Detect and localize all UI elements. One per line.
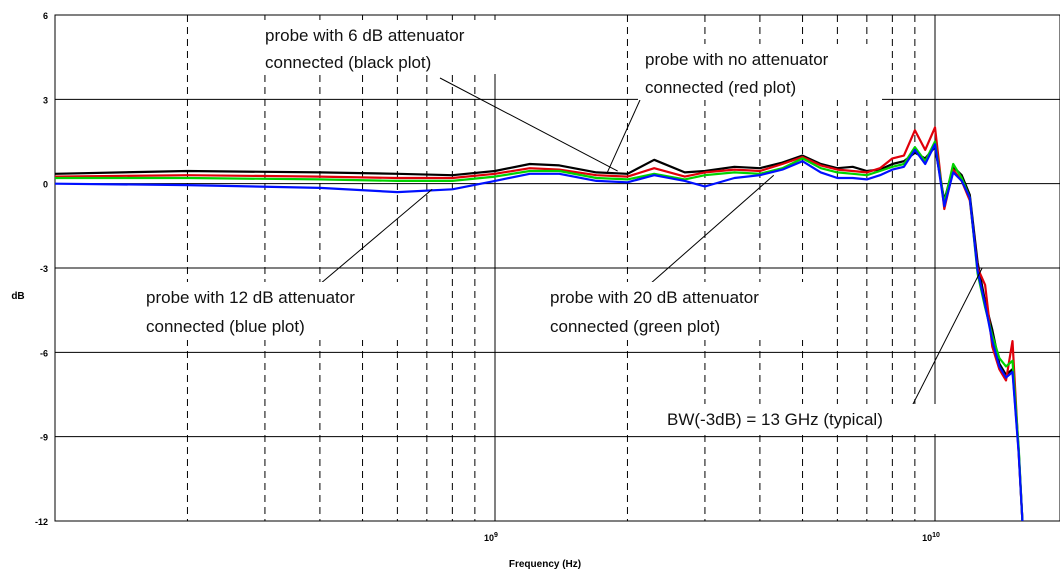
plot-frame bbox=[54, 14, 1060, 522]
major-gridlines bbox=[55, 15, 1060, 521]
annotation-blue-plot: probe with 12 dB attenuator connected (b… bbox=[140, 282, 416, 340]
annotation-green-line2: connected (green plot) bbox=[550, 317, 720, 336]
annotation-bandwidth: BW(-3dB) = 13 GHz (typical) bbox=[661, 404, 965, 434]
leader-line-1 bbox=[606, 99, 641, 173]
annotation-red-plot: probe with no attenuator connected (red … bbox=[638, 44, 882, 100]
y-axis-label: dB bbox=[11, 291, 24, 302]
y-tick-label: -9 bbox=[40, 433, 48, 443]
y-tick-label: -3 bbox=[40, 264, 48, 274]
annotation-blue-line1: probe with 12 dB attenuator bbox=[146, 288, 355, 307]
annotation-green-plot: probe with 20 dB attenuator connected (g… bbox=[543, 282, 817, 340]
y-tick-label: 6 bbox=[43, 11, 48, 21]
leader-line-2 bbox=[319, 188, 433, 285]
annotation-bandwidth-text: BW(-3dB) = 13 GHz (typical) bbox=[667, 410, 883, 429]
annotation-black-line2: connected (black plot) bbox=[265, 53, 431, 72]
leader-line-0 bbox=[439, 77, 618, 172]
annotation-black-line1: probe with 6 dB attenuator bbox=[265, 26, 465, 45]
x-axis-label: Frequency (Hz) bbox=[509, 559, 581, 570]
annotation-black-plot: probe with 6 dB attenuator connected (bl… bbox=[258, 20, 520, 74]
x-tick-label: 109 bbox=[484, 532, 498, 543]
leader-line-4 bbox=[911, 267, 983, 407]
y-tick-label: -6 bbox=[40, 348, 48, 358]
y-tick-label: 3 bbox=[43, 95, 48, 105]
series-blue bbox=[54, 143, 1024, 522]
series-layer bbox=[54, 126, 1024, 522]
annotation-green-line1: probe with 20 dB attenuator bbox=[550, 288, 759, 307]
y-axis-ticks: 6 3 0 -3 -6 -9 -12 bbox=[35, 11, 48, 527]
x-tick-label: 1010 bbox=[922, 532, 940, 543]
annotation-red-line2: connected (red plot) bbox=[645, 78, 796, 97]
series-red bbox=[54, 126, 1024, 522]
annotation-red-line1: probe with no attenuator bbox=[645, 50, 829, 69]
y-tick-label: 0 bbox=[43, 180, 48, 190]
annotation-blue-line2: connected (blue plot) bbox=[146, 317, 305, 336]
y-tick-label: -12 bbox=[35, 517, 48, 527]
annotation-leader-lines bbox=[319, 77, 983, 407]
leader-line-3 bbox=[649, 174, 775, 285]
x-axis-ticks: 109 1010 bbox=[484, 532, 940, 543]
